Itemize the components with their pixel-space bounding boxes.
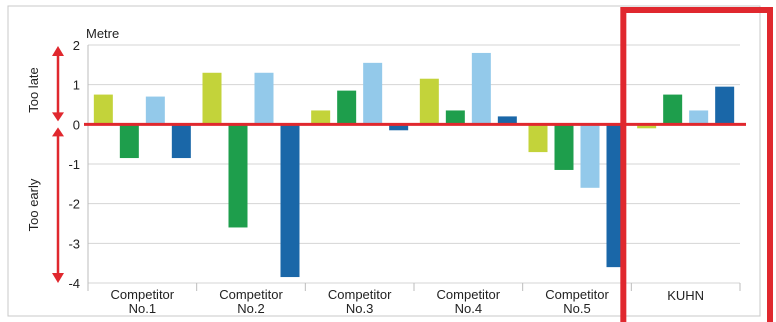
bar [254,72,274,125]
x-axis-categories: Competitor No.1 Competitor No.2 Competitor No… [111,287,705,316]
bar [311,110,331,125]
category-label: Competitor No.2 [219,287,283,316]
y-tick-label: 2 [73,38,80,53]
category-label: Competitor No.5 [545,287,609,316]
y-tick-label: -3 [68,236,80,251]
kuhn-highlight-box [620,7,773,322]
plot-frame [7,5,761,317]
too-late-label: Too late [26,67,41,113]
bar [471,52,491,125]
category-label: KUHN [667,288,704,303]
bar [228,124,248,228]
gridlines [87,44,741,291]
bar [145,96,165,125]
bar [119,124,139,159]
category-label: Competitor No.1 [111,287,175,316]
y-tick-label: -1 [68,157,80,172]
too-early-label: Too early [26,178,41,231]
bar [497,116,517,125]
too-late-arrow-tail-icon [52,112,64,122]
bar [715,86,735,125]
y-tick-label: -2 [68,197,80,212]
highlight-frame [620,7,773,322]
bar [93,94,113,125]
y-axis-unit-label: Metre [86,26,119,41]
too-late-arrow-head-icon [52,46,64,56]
category-label: Competitor No.4 [437,287,501,316]
bar [663,94,683,125]
bar [445,110,465,125]
bar [580,124,600,188]
y-axis-ticks: 2 1 0 -1 -2 -3 -4 [68,38,80,291]
bar [637,124,657,129]
bar [554,124,574,170]
direction-arrows [52,46,64,283]
bar [419,78,439,125]
too-early-arrow-head-icon [52,273,64,283]
bars [93,52,735,278]
y-tick-label: -4 [68,276,80,291]
bar [171,124,191,159]
bar [689,110,709,125]
y-tick-label: 0 [73,117,80,132]
bar [337,90,357,125]
y-tick-label: 1 [73,78,80,93]
bar [363,62,383,125]
too-early-arrow-tail-icon [52,127,64,137]
bar [528,124,548,153]
bar [280,124,300,278]
bar [202,72,222,125]
category-label: Competitor No.3 [328,287,392,316]
bar [389,124,409,131]
